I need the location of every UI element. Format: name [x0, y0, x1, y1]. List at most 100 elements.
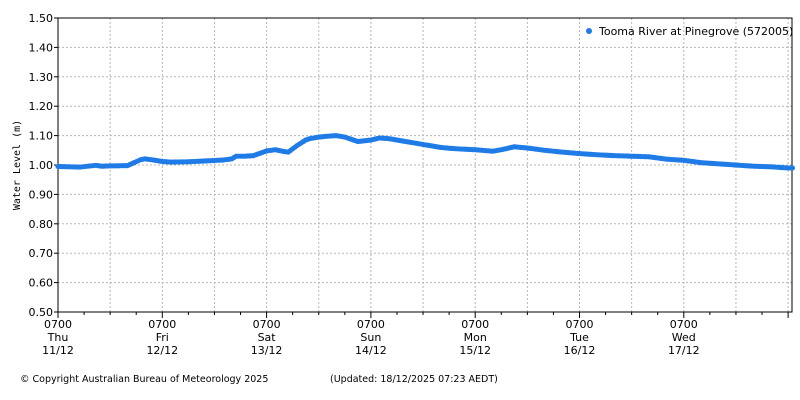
- data-point-interp: [300, 138, 307, 145]
- data-point-interp: [331, 133, 337, 139]
- data-point-interp: [366, 137, 372, 143]
- data-point-interp: [313, 134, 320, 141]
- data-point-interp: [679, 157, 685, 163]
- data-point-interp: [487, 148, 494, 154]
- x-tick-label-date: 13/12: [251, 344, 283, 357]
- x-tick-label-time: 0700: [253, 318, 281, 331]
- data-point-interp: [787, 165, 793, 171]
- x-axis-ticks: 0700Thu11/120700Fri12/120700Sat13/120700…: [42, 312, 789, 357]
- data-point-interp: [557, 149, 563, 155]
- y-tick-label: 1.20: [29, 100, 54, 113]
- updated-timestamp: (Updated: 18/12/2025 07:23 AEDT): [330, 374, 498, 385]
- data-point-interp: [592, 151, 598, 158]
- data-point-interp: [748, 163, 754, 169]
- y-tick-label: 1.00: [29, 159, 54, 172]
- data-point-interp: [261, 149, 268, 155]
- x-tick-label-day: Fri: [156, 331, 169, 344]
- data-point-interp: [90, 162, 97, 169]
- data-point-interp: [374, 135, 381, 142]
- data-point-interp: [765, 164, 772, 170]
- x-tick-label-date: 11/12: [42, 344, 74, 357]
- data-point-interp: [279, 148, 285, 154]
- data-point-interp: [696, 159, 702, 165]
- data-point-interp: [292, 144, 298, 150]
- y-tick-label: 0.50: [29, 306, 54, 319]
- legend-marker: [586, 28, 592, 34]
- data-point-interp: [713, 161, 719, 167]
- data-point-interp: [453, 146, 459, 152]
- data-point-interp: [231, 154, 237, 161]
- x-tick-label-date: 17/12: [668, 344, 700, 357]
- y-tick-label: 0.80: [29, 218, 54, 231]
- data-point-interp: [574, 150, 580, 156]
- data-point-interp: [783, 165, 789, 171]
- data-point-interp: [96, 163, 103, 169]
- data-point-interp: [509, 144, 515, 150]
- data-point-interp: [240, 153, 246, 159]
- y-tick-label: 1.30: [29, 71, 54, 84]
- data-point-interp: [135, 158, 141, 164]
- data-point-interp: [400, 138, 407, 144]
- x-tick-label-time: 0700: [566, 318, 594, 331]
- y-tick-label: 1.40: [29, 41, 54, 54]
- data-point-interp: [470, 147, 476, 153]
- data-point-interp: [122, 163, 128, 169]
- data-point-interp: [322, 133, 328, 140]
- x-tick-label-time: 0700: [357, 318, 385, 331]
- x-tick-label-day: Thu: [47, 331, 69, 344]
- copyright-text: © Copyright Australian Bureau of Meteoro…: [20, 374, 269, 385]
- data-point-interp: [661, 156, 667, 162]
- data-point-interp: [270, 147, 276, 153]
- data-point-interp: [644, 154, 650, 160]
- y-tick-label: 1.10: [29, 130, 54, 143]
- data-point-interp: [348, 136, 354, 142]
- x-tick-label-time: 0700: [670, 318, 698, 331]
- x-tick-label-date: 14/12: [355, 344, 387, 357]
- data-point-interp: [418, 141, 424, 147]
- x-tick-label-time: 0700: [461, 318, 489, 331]
- x-tick-label-time: 0700: [148, 318, 176, 331]
- data-point-interp: [248, 153, 254, 159]
- x-tick-label-day: Tue: [569, 331, 589, 344]
- x-tick-label-date: 15/12: [459, 344, 491, 357]
- data-point-interp: [218, 157, 224, 163]
- data-point-interp: [435, 144, 441, 150]
- data-point-interp: [626, 153, 633, 159]
- y-tick-label: 0.70: [29, 247, 54, 260]
- data-point-interp: [383, 135, 389, 141]
- data-point-interp: [340, 134, 346, 140]
- y-tick-label: 1.50: [29, 12, 54, 25]
- y-axis-ticks: 0.50 0.60 0.70 0.80 0.90 1.00 1.10 1.20 1.30 1.40…: [29, 12, 58, 319]
- legend: Tooma River at Pinegrove (572005): [586, 25, 793, 38]
- plot-area-frame: [57, 17, 793, 313]
- data-point-interp: [444, 145, 450, 151]
- y-tick-label: 0.90: [29, 188, 54, 201]
- data-point-interp: [183, 159, 189, 165]
- data-point-interp: [539, 147, 546, 153]
- x-tick-label-day: Mon: [464, 331, 487, 344]
- y-tick-label: 0.60: [29, 277, 54, 290]
- data-point-interp: [227, 156, 233, 162]
- series-points: [55, 133, 796, 171]
- x-tick-label-time: 0700: [44, 318, 72, 331]
- data-point-interp: [140, 156, 146, 162]
- data-point-interp: [157, 158, 163, 164]
- data-point-interp: [200, 158, 207, 164]
- data-point-interp: [609, 152, 615, 159]
- x-tick-label-date: 12/12: [146, 344, 178, 357]
- data-point-interp: [148, 157, 155, 163]
- x-tick-label-date: 16/12: [564, 344, 596, 357]
- water-level-chart: 0.50 0.60 0.70 0.80 0.90 1.00 1.10 1.20 1.30 1.40…: [12, 12, 796, 357]
- x-tick-label-day: Sat: [258, 331, 277, 344]
- data-point-interp: [305, 136, 311, 142]
- data-point-interp: [74, 164, 81, 170]
- data-point-interp: [496, 147, 502, 153]
- data-point-interp: [283, 149, 289, 155]
- data-point-interp: [731, 162, 737, 168]
- x-tick-label-day: Wed: [672, 331, 696, 344]
- data-point-interp: [522, 145, 528, 151]
- data-point-interp: [353, 138, 359, 144]
- data-point-interp: [166, 159, 172, 165]
- x-tick-label-day: Sun: [360, 331, 381, 344]
- y-axis-title: Water Level (m): [12, 120, 23, 210]
